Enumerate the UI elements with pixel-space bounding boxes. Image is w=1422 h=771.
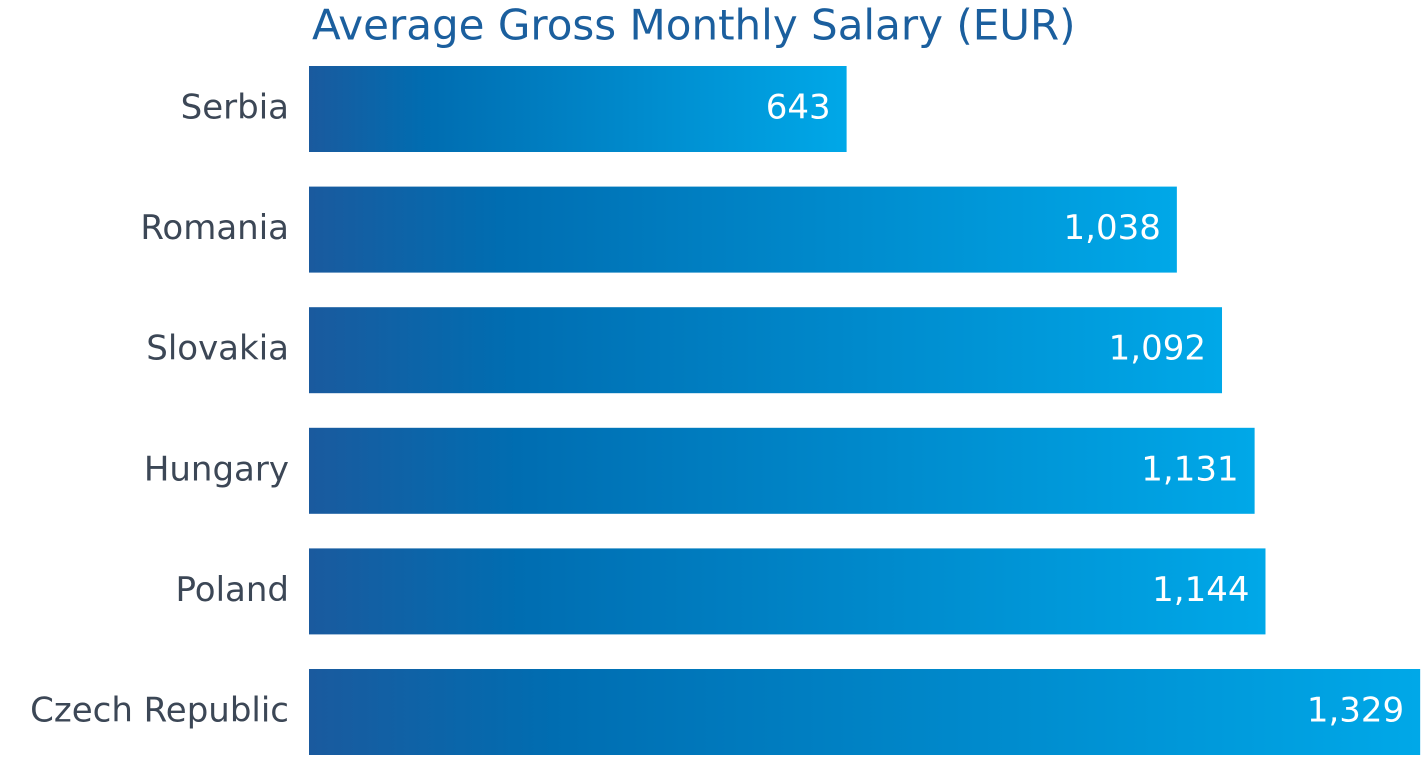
category-label: Serbia (181, 88, 289, 128)
category-label: Hungary (144, 449, 289, 489)
bar (309, 548, 1266, 635)
value-label: 1,131 (1141, 449, 1238, 489)
bar (309, 307, 1223, 394)
category-label: Romania (140, 208, 289, 248)
category-label: Slovakia (146, 329, 289, 369)
bar (309, 186, 1177, 273)
bar (309, 66, 847, 152)
value-label: 1,092 (1109, 329, 1206, 369)
bar (309, 427, 1255, 514)
category-label: Poland (175, 570, 289, 610)
chart-title: Average Gross Monthly Salary (EUR) (312, 1, 1076, 50)
value-label: 1,144 (1152, 570, 1249, 610)
value-label: 1,038 (1064, 208, 1161, 248)
value-label: 643 (766, 88, 831, 128)
value-label: 1,329 (1307, 691, 1404, 731)
bar (309, 669, 1421, 755)
category-label: Czech Republic (30, 691, 289, 731)
